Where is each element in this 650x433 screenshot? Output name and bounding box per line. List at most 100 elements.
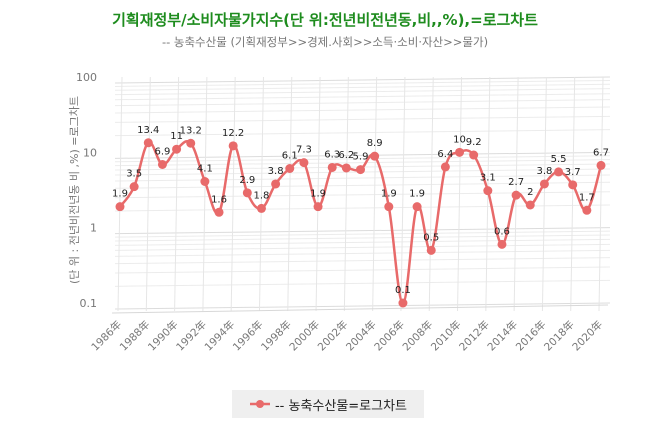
chart-subtitle: -- 농축수산물 (기획재정부>>경제.사회>>소득·소비·자산>>물가) <box>161 35 489 49</box>
grid-line <box>315 76 321 312</box>
grid-line <box>114 230 611 238</box>
data-label: 6.7 <box>593 147 609 158</box>
data-label: 2 <box>527 187 533 198</box>
data-label: 1.7 <box>579 192 595 203</box>
data-label: 5.5 <box>551 154 567 165</box>
x-tick-label: 2002年 <box>315 318 351 354</box>
x-axis-ticks: 1986年1988年1990年1992年1994年1996年1998年2000年… <box>89 318 606 354</box>
grid-line <box>114 88 611 96</box>
data-point <box>157 159 167 169</box>
data-label: 1.6 <box>211 194 227 205</box>
data-point <box>228 141 238 151</box>
data-point <box>483 186 493 196</box>
grid-line <box>114 234 611 242</box>
grid-line <box>230 76 236 312</box>
data-label: 3.5 <box>126 169 142 180</box>
x-tick-label: 2004年 <box>343 318 379 354</box>
x-tick-label: 2012年 <box>456 318 492 354</box>
grid-line <box>114 257 611 265</box>
grid-line <box>428 76 434 312</box>
legend[interactable]: -- 농축수산물=로그차트 <box>232 390 424 418</box>
data-label: 3.1 <box>480 173 496 184</box>
data-label: 5.9 <box>353 152 369 163</box>
data-label: 3.7 <box>565 167 581 178</box>
x-tick-label: 2020年 <box>570 318 606 354</box>
data-label: 13.4 <box>137 125 159 136</box>
data-point <box>384 202 394 212</box>
data-label: 2.9 <box>239 175 255 186</box>
x-tick-label: 1998年 <box>258 318 294 354</box>
data-point <box>455 147 465 157</box>
data-label: 0.1 <box>395 285 411 296</box>
data-label: 1.9 <box>409 189 425 200</box>
data-point <box>214 207 224 217</box>
x-tick-label: 2000年 <box>287 318 323 354</box>
grid-line <box>287 76 293 312</box>
grid-line <box>457 76 463 312</box>
data-point <box>186 138 196 148</box>
data-label: 1.9 <box>310 189 326 200</box>
data-point <box>370 151 380 161</box>
data-point <box>412 202 422 212</box>
grid-line <box>114 115 611 123</box>
grid-line <box>114 191 611 199</box>
grid-line <box>343 76 349 312</box>
data-point <box>327 162 337 172</box>
data-label: 2.7 <box>508 177 524 188</box>
grid-line <box>202 76 208 312</box>
x-tick-label: 2014年 <box>485 318 521 354</box>
data-label: 13.2 <box>180 125 202 136</box>
grid-line <box>114 238 611 246</box>
legend-label: -- 농축수산물=로그차트 <box>274 398 408 414</box>
data-label: 9.2 <box>466 137 482 148</box>
data-label: 3.8 <box>268 166 284 177</box>
grid-line <box>400 76 406 312</box>
x-tick-label: 2010年 <box>428 318 464 354</box>
grid-line <box>174 76 180 312</box>
x-tick-label: 2016年 <box>513 318 549 354</box>
data-point <box>582 205 592 215</box>
grid-line <box>541 76 547 312</box>
data-points <box>115 138 606 308</box>
grid-line <box>258 76 264 312</box>
grid-line <box>117 76 123 312</box>
data-point <box>596 160 606 170</box>
data-label: 12.2 <box>222 128 244 139</box>
data-label: 1.9 <box>112 189 128 200</box>
data-label: 1.9 <box>381 189 397 200</box>
grid-line <box>372 76 378 312</box>
data-point <box>426 245 436 255</box>
data-point <box>271 179 281 189</box>
data-point <box>568 180 578 190</box>
x-tick-label: 2008年 <box>400 318 436 354</box>
x-tick-label: 1992年 <box>173 318 209 354</box>
data-point <box>356 165 365 175</box>
data-point <box>313 202 323 212</box>
data-label: 4.1 <box>197 164 213 175</box>
data-point <box>200 177 210 187</box>
data-label: 6.2 <box>338 150 354 161</box>
chart-title: 기획재정부/소비자물가지수(단 위:전년비전년동,비,,%),=로그차트 <box>112 11 538 29</box>
x-tick-label: 1986年 <box>89 318 125 354</box>
data-label: 11 <box>170 131 183 142</box>
data-point <box>299 158 309 168</box>
x-tick-label: 1988年 <box>117 318 153 354</box>
x-tick-label: 2006年 <box>372 318 408 354</box>
data-point <box>341 163 351 173</box>
grid-line <box>114 159 611 167</box>
grid-line <box>114 129 611 137</box>
grid-line <box>114 174 611 182</box>
grid <box>111 76 611 314</box>
data-point <box>115 202 125 212</box>
x-axis-line <box>111 304 609 314</box>
x-tick-label: 2018年 <box>541 318 577 354</box>
x-tick-label: 1990年 <box>145 318 181 354</box>
data-label: 6.1 <box>282 151 298 162</box>
y-tick-label: 10 <box>83 146 97 159</box>
grid-line <box>114 93 611 101</box>
data-point <box>285 164 295 174</box>
data-point <box>440 162 450 172</box>
data-label: 7.3 <box>296 145 312 156</box>
